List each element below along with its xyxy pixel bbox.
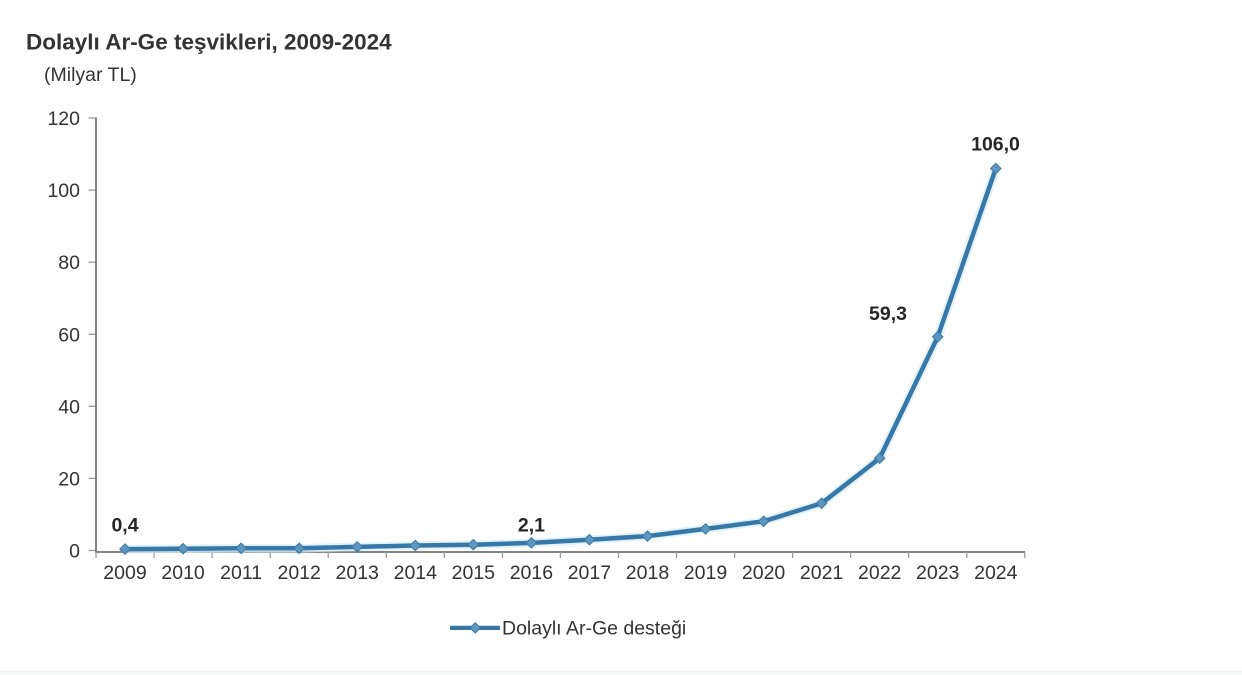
- svg-text:2024: 2024: [974, 562, 1018, 584]
- svg-text:2014: 2014: [394, 562, 438, 584]
- svg-text:80: 80: [58, 252, 80, 274]
- svg-text:100: 100: [47, 180, 80, 202]
- svg-text:2022: 2022: [858, 562, 901, 584]
- svg-text:2013: 2013: [336, 562, 379, 584]
- svg-text:2009: 2009: [103, 562, 146, 584]
- svg-text:20: 20: [58, 468, 80, 490]
- svg-text:2010: 2010: [161, 562, 205, 584]
- svg-text:2016: 2016: [510, 562, 553, 584]
- svg-text:Dolaylı Ar-Ge desteği: Dolaylı Ar-Ge desteği: [502, 618, 686, 640]
- svg-text:2023: 2023: [916, 562, 959, 584]
- svg-text:2015: 2015: [452, 562, 496, 584]
- svg-text:(Milyar TL): (Milyar TL): [44, 64, 137, 86]
- svg-text:2017: 2017: [568, 562, 611, 584]
- svg-text:2021: 2021: [800, 562, 843, 584]
- svg-text:0: 0: [69, 541, 80, 563]
- svg-text:2018: 2018: [626, 562, 669, 584]
- svg-text:2011: 2011: [220, 562, 262, 584]
- svg-text:106,0: 106,0: [971, 134, 1020, 156]
- svg-text:2020: 2020: [742, 562, 786, 584]
- svg-text:Dolaylı Ar-Ge teşvikleri, 2009: Dolaylı Ar-Ge teşvikleri, 2009-2024: [26, 30, 392, 55]
- svg-text:40: 40: [58, 396, 80, 418]
- svg-text:2019: 2019: [684, 562, 727, 584]
- svg-text:0,4: 0,4: [111, 515, 138, 537]
- svg-text:2,1: 2,1: [518, 515, 545, 537]
- svg-text:59,3: 59,3: [869, 303, 907, 325]
- svg-text:60: 60: [58, 324, 80, 346]
- svg-text:120: 120: [47, 108, 80, 130]
- svg-text:2012: 2012: [278, 562, 321, 584]
